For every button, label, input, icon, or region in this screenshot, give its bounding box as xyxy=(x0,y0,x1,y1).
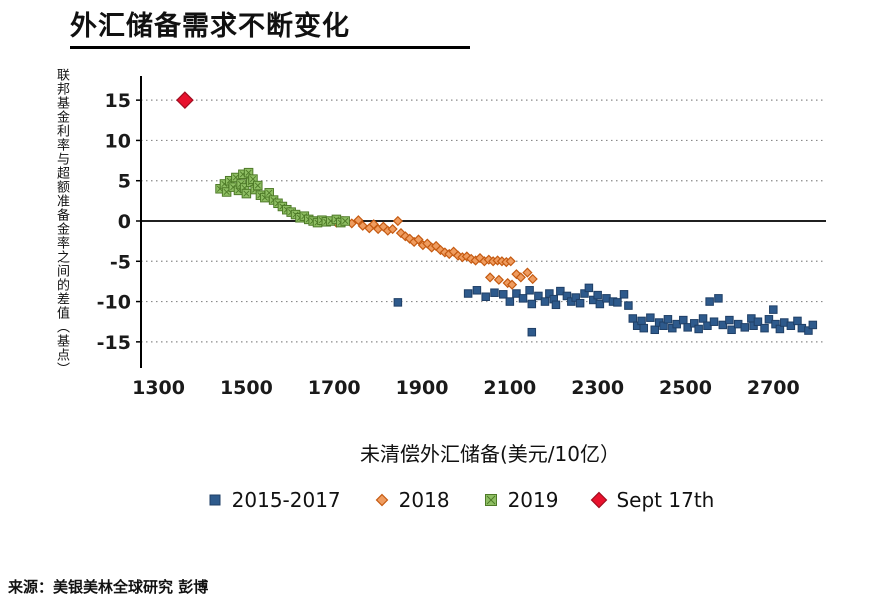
y-tick-label: 15 xyxy=(105,90,131,112)
blue-square-icon xyxy=(206,491,224,509)
y-tick-label: -15 xyxy=(97,332,131,354)
legend-item-2015-2017: 2015-2017 xyxy=(206,488,341,512)
x-tick-label: 1300 xyxy=(132,377,185,399)
x-tick-label: 1500 xyxy=(220,377,273,399)
legend-item-2019: 2019 xyxy=(482,488,559,512)
legend-item-2018: 2018 xyxy=(373,488,450,512)
x-tick-label: 2100 xyxy=(483,377,536,399)
y-tick-label: -10 xyxy=(97,292,131,314)
orange-diamond-icon xyxy=(373,491,391,509)
red-diamond-icon xyxy=(590,491,608,509)
series-2018 xyxy=(331,215,538,290)
legend-label-sept-17th: Sept 17th xyxy=(616,488,715,512)
x-tick-label: 2500 xyxy=(659,377,712,399)
y-tick-label: 5 xyxy=(118,171,131,193)
green-square-icon xyxy=(482,491,500,509)
x-tick-label: 2700 xyxy=(747,377,800,399)
series-2019 xyxy=(215,167,350,228)
x-axis-title: 未清偿外汇储备(美元/10亿） xyxy=(360,442,620,466)
legend-label-2015-2017: 2015-2017 xyxy=(231,488,341,512)
x-tick-label: 1700 xyxy=(308,377,361,399)
series-Sept 17th xyxy=(176,91,194,109)
legend-label-2019: 2019 xyxy=(507,488,559,512)
legend-item-sept-17th: Sept 17th xyxy=(590,488,714,512)
y-tick-label: 0 xyxy=(118,211,131,233)
chart-title: 外汇储备需求不断变化 xyxy=(70,4,470,49)
legend: 2015-2017 2018 2019 Sept 17th xyxy=(130,488,790,512)
x-tick-label: 2300 xyxy=(571,377,624,399)
x-tick-label: 1900 xyxy=(396,377,449,399)
y-tick-label: 10 xyxy=(105,130,131,152)
source-note: 来源：美银美林全球研究 彭博 xyxy=(8,578,209,596)
series-2015-2017 xyxy=(393,283,818,337)
y-axis-title: 联邦基金利率与超额准备金率之间的差值（基点） xyxy=(54,68,69,376)
scatter-plot: -15 -10 -5 0 5 10 15 1300 1500 1700 1900 2100 2300 25… xyxy=(97,76,826,399)
legend-label-2018: 2018 xyxy=(398,488,450,512)
y-tick-label: -5 xyxy=(110,251,131,273)
